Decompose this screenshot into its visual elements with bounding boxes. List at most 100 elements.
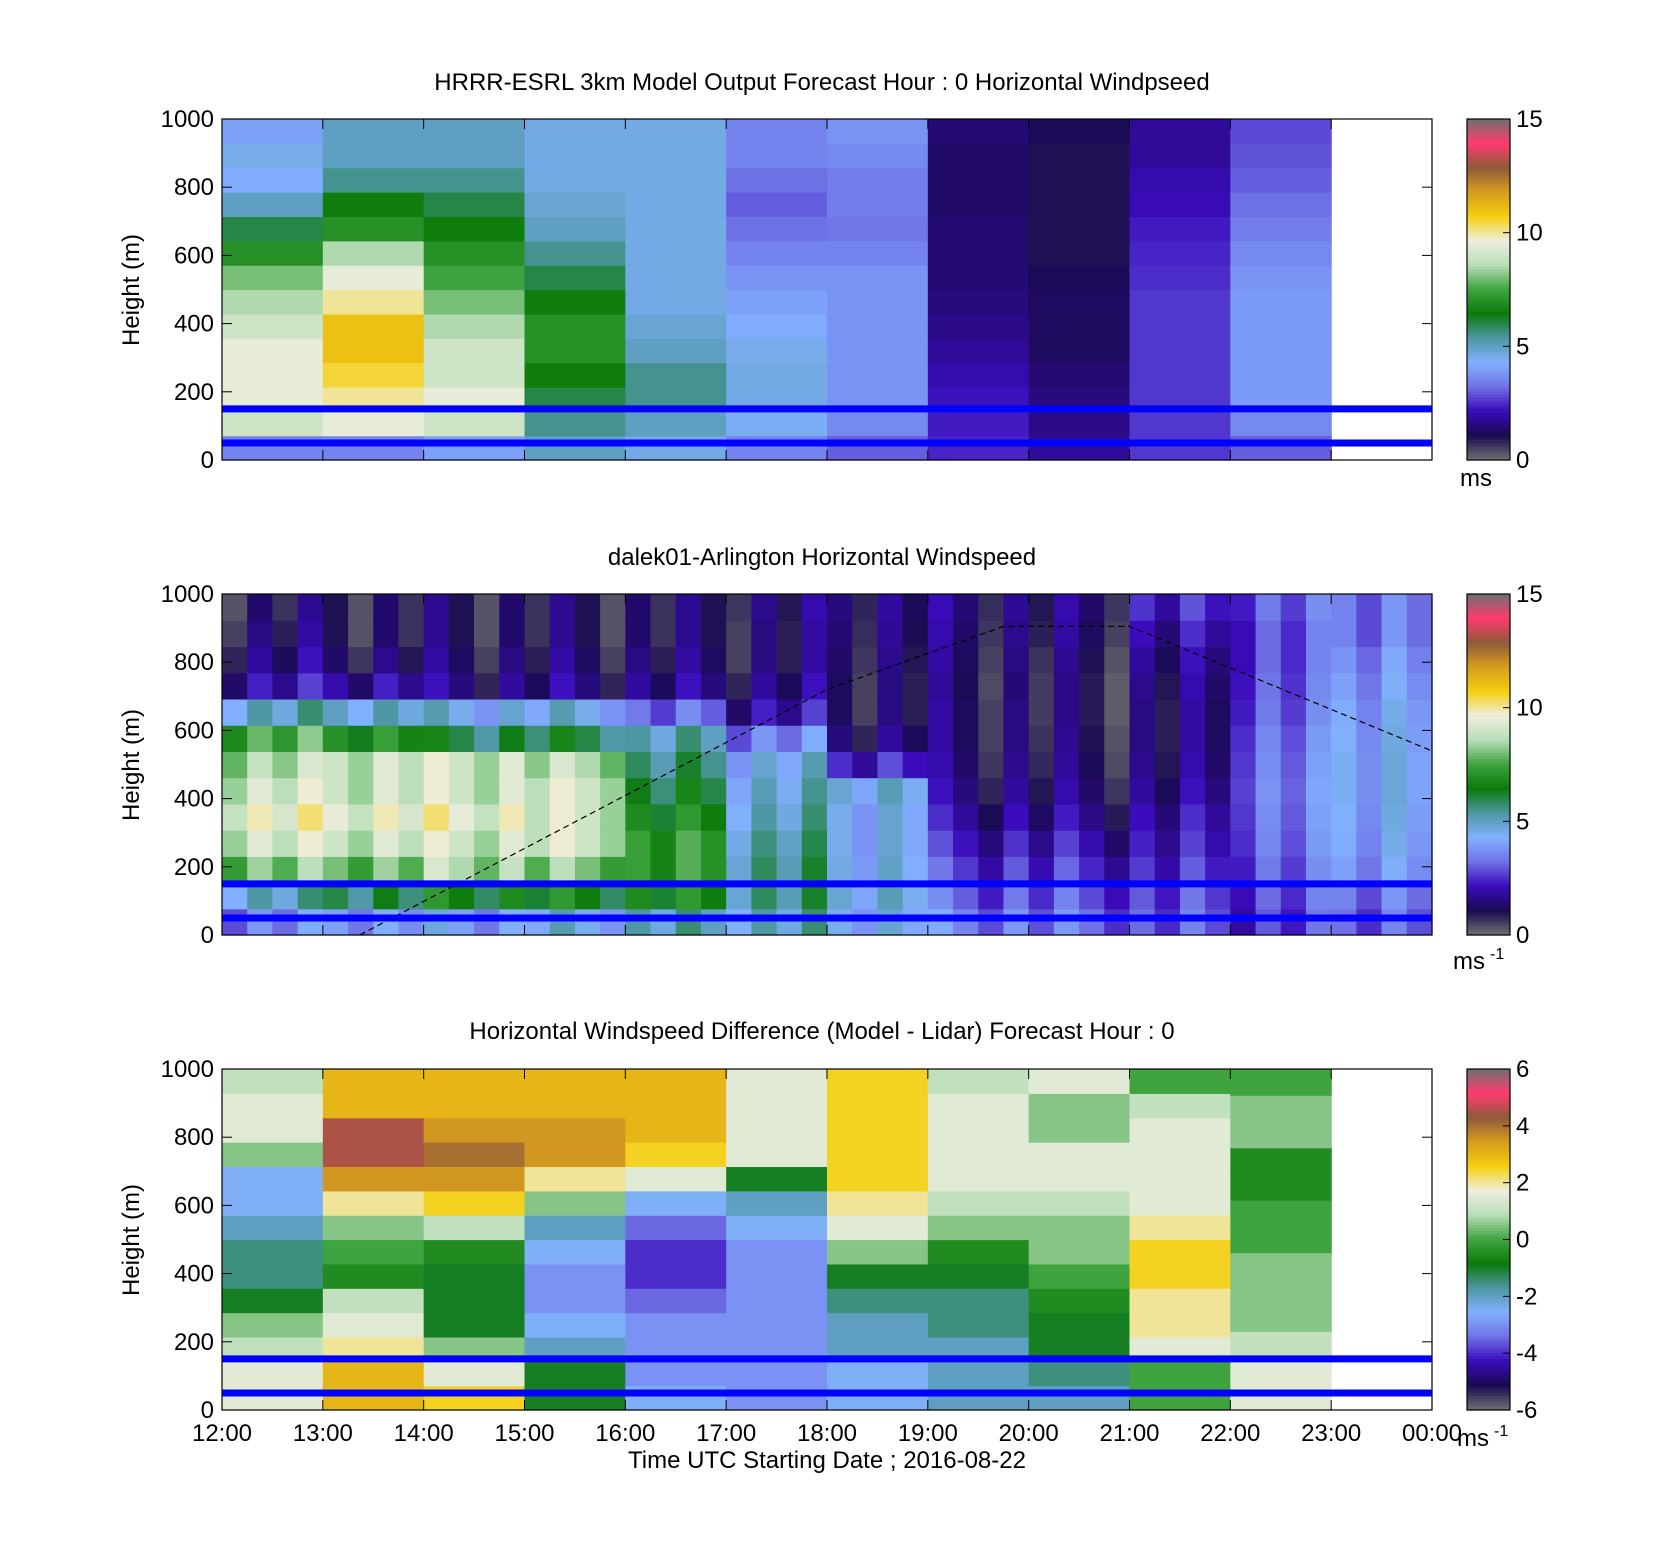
heatmap-cell <box>877 751 904 779</box>
heatmap-cell <box>574 672 601 700</box>
heatmap-cell <box>1356 803 1383 831</box>
heatmap-cell <box>726 1142 828 1168</box>
colorbar-segment <box>1467 369 1510 373</box>
colorbar-segment <box>1467 1171 1510 1175</box>
heatmap-cell <box>448 646 475 674</box>
heatmap-cell <box>751 908 778 936</box>
heatmap-cell <box>222 856 248 884</box>
heatmap-cell <box>1331 803 1357 831</box>
heatmap-cell <box>700 672 727 700</box>
colorbar-segment <box>1467 394 1510 399</box>
heatmap-cell <box>222 1190 324 1216</box>
heatmap-cell <box>827 362 929 388</box>
heatmap-cell <box>625 1361 727 1387</box>
heatmap-cell <box>1356 725 1383 752</box>
heatmap-cell <box>827 1361 929 1387</box>
heatmap-cell <box>423 1142 526 1168</box>
heatmap-cell <box>600 672 626 700</box>
heatmap-cell <box>222 777 248 805</box>
heatmap-cell <box>1305 751 1332 779</box>
heatmap-cell <box>1205 856 1231 884</box>
heatmap-cell <box>1381 856 1408 884</box>
colorbar-segment <box>1467 1225 1510 1229</box>
heatmap-cell <box>877 672 904 700</box>
colorbar-segment <box>1467 323 1510 328</box>
xtick-label: 00:00 <box>1402 1420 1462 1447</box>
heatmap-cell <box>650 777 677 805</box>
colorbar-segment <box>1467 1148 1510 1153</box>
heatmap-cell <box>423 1215 526 1241</box>
heatmap-cell <box>1205 725 1231 752</box>
colorbar-segment <box>1467 184 1510 188</box>
heatmap-cell <box>978 698 1005 726</box>
colorbar-segment <box>1467 1279 1510 1283</box>
panel-diff-colorbar: -6 -4 -2 0 2 4 6 <box>1466 1056 1537 1424</box>
colorbar-segment <box>1467 755 1510 760</box>
colorbar-segment <box>1467 1202 1510 1206</box>
colorbar-segment <box>1467 1404 1510 1408</box>
colorbar-segment <box>1467 690 1510 695</box>
heatmap-cell <box>398 830 425 857</box>
heatmap-cell <box>877 908 904 936</box>
heatmap-cell <box>348 594 374 621</box>
heatmap-cell <box>1129 192 1231 218</box>
heatmap-cell <box>524 1239 626 1265</box>
heatmap-cell <box>625 777 652 805</box>
colorbar-segment <box>1467 906 1510 911</box>
heatmap-cell <box>1230 1226 1332 1254</box>
heatmap-cell <box>827 646 853 674</box>
heatmap-cell <box>373 646 400 674</box>
heatmap-cell <box>978 908 1005 936</box>
panel-model-title: HRRR-ESRL 3km Model Output Forecast Hour… <box>434 69 1209 96</box>
colorbar-segment <box>1467 1154 1510 1158</box>
heatmap-cell <box>398 803 425 831</box>
heatmap-cell <box>524 1385 626 1411</box>
colorbar-segment <box>1467 397 1510 401</box>
heatmap-cell <box>574 620 601 648</box>
panel-lidar-colorbar-unit-sup: -1 <box>1490 946 1504 963</box>
colorbar-segment <box>1467 926 1510 930</box>
heatmap-cell <box>1129 1166 1231 1192</box>
heatmap-cell <box>322 672 349 700</box>
colorbar-segment <box>1467 363 1510 367</box>
colorbar-segment <box>1467 699 1510 703</box>
heatmap-cell <box>1129 751 1156 779</box>
heatmap-cell <box>348 908 374 936</box>
heatmap-cell <box>1129 1312 1231 1338</box>
colorbar-segment <box>1467 1401 1510 1405</box>
colorbar-segment <box>1467 1083 1510 1087</box>
heatmap-cell <box>1129 411 1231 437</box>
colorbar-segment <box>1467 434 1510 438</box>
heatmap-cell <box>1280 620 1307 648</box>
heatmap-cell <box>499 751 526 779</box>
ytick-label: 400 <box>174 1261 214 1288</box>
colorbar-segment <box>1467 400 1510 404</box>
colorbar-segment <box>1467 150 1510 154</box>
heatmap-cell <box>524 672 551 700</box>
heatmap-cell <box>1280 803 1307 831</box>
colorbar-segment <box>1467 448 1510 453</box>
colorbar-segment <box>1467 261 1510 265</box>
xtick-label: 21:00 <box>1099 1420 1159 1447</box>
heatmap-cell <box>297 777 324 805</box>
heatmap-cell <box>322 143 425 169</box>
heatmap-cell <box>927 1117 1030 1143</box>
heatmap-cell <box>726 1117 828 1143</box>
colorbar-segment <box>1467 659 1510 663</box>
heatmap-cell <box>423 751 450 779</box>
colorbar-segment <box>1467 912 1510 916</box>
colorbar-segment <box>1467 1330 1510 1334</box>
colorbar-tick-label: 4 <box>1516 1113 1529 1140</box>
heatmap-cell <box>398 777 425 805</box>
heatmap-cell <box>801 830 828 857</box>
heatmap-cell <box>1255 672 1282 700</box>
heatmap-cell <box>675 777 702 805</box>
colorbar-segment <box>1467 770 1510 774</box>
heatmap-cell <box>625 119 727 144</box>
heatmap-cell <box>322 192 425 218</box>
heatmap-cell <box>1230 192 1332 218</box>
heatmap-cell <box>650 672 677 700</box>
colorbar-segment <box>1467 1194 1510 1198</box>
colorbar-segment <box>1467 849 1510 854</box>
